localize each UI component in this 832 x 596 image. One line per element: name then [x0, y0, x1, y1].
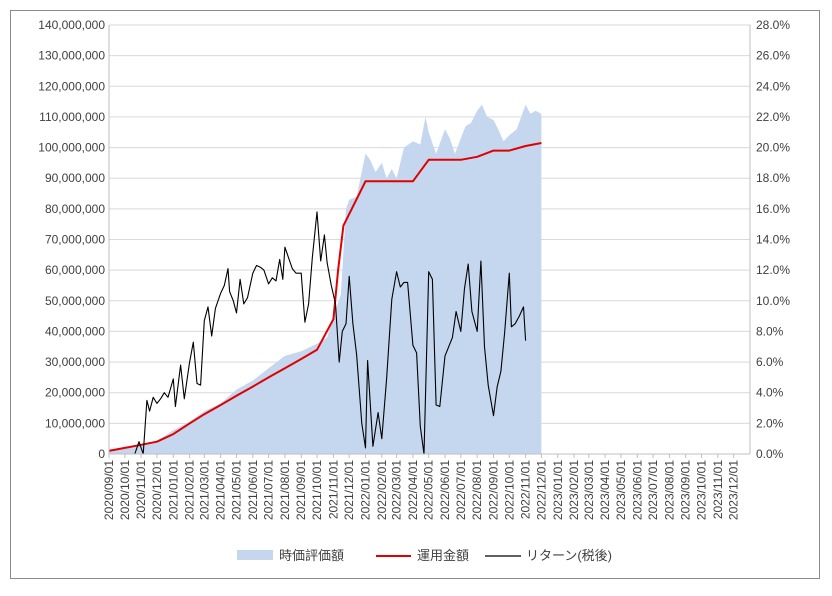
x-tick-label: 2022/09/01: [487, 460, 501, 520]
y-right-tick-label: 14.0%: [756, 233, 790, 247]
y-axis-right-ticks: 0.0% 2.0% 4.0% 6.0% 8.0% 10.0% 12.0% 14.0% 16.0%…: [756, 18, 790, 461]
series-market-value-area: [109, 104, 542, 454]
y-left-tick-label: 60,000,000: [45, 263, 105, 277]
y-axis-left-ticks: 0 10,000,000 20,000,000 30,000,000 40,000,00…: [38, 18, 105, 461]
x-tick-label: 2021/06/01: [246, 460, 260, 520]
x-tick-label: 2021/04/01: [214, 460, 228, 520]
x-tick-label: 2020/10/01: [118, 460, 132, 520]
y-left-tick-label: 70,000,000: [45, 233, 105, 247]
x-tick-label: 2022/01/01: [359, 460, 373, 520]
y-right-tick-label: 28.0%: [756, 18, 790, 32]
x-tick-label: 2023/10/01: [695, 460, 709, 520]
y-left-tick-label: 10,000,000: [45, 416, 105, 430]
x-tick-label: 2023/08/01: [662, 460, 676, 520]
y-left-tick-label: 120,000,000: [38, 79, 105, 93]
x-tick-label: 2023/01/01: [551, 460, 565, 520]
x-tick-label: 2022/08/01: [470, 460, 484, 520]
x-tick-label: 2022/05/01: [422, 460, 436, 520]
series-return-line: [134, 211, 527, 455]
x-tick-label: 2022/06/01: [438, 460, 452, 520]
x-tick-label: 2021/08/01: [278, 460, 292, 520]
x-tick-label: 2020/11/01: [134, 460, 148, 519]
line-invested-amount: [108, 142, 542, 452]
x-tick-label: 2022/10/01: [502, 460, 516, 520]
legend-label-market-value: 時価評価額: [279, 548, 344, 563]
x-tick-label: 2021/07/01: [262, 460, 276, 520]
x-tick-label: 2023/11/01: [711, 460, 725, 519]
chart: 0 10,000,000 20,000,000 30,000,000 40,000,00…: [38, 18, 790, 563]
y-left-tick-label: 130,000,000: [38, 49, 105, 63]
x-tick-label: 2023/03/01: [582, 460, 596, 520]
x-tick-label: 2022/04/01: [406, 460, 420, 520]
area-market-value: [109, 104, 542, 454]
legend-label-invested-amount: 運用金額: [417, 548, 469, 563]
x-tick-label: 2023/07/01: [646, 460, 660, 520]
y-right-tick-label: 20.0%: [756, 141, 790, 155]
legend-label-return: リターン(税後): [526, 548, 612, 563]
x-tick-label: 2021/03/01: [197, 460, 211, 520]
legend: 時価評価額 運用金額 リターン(税後): [237, 548, 612, 563]
x-tick-label: 2022/12/01: [534, 460, 548, 520]
x-tick-label: 2021/02/01: [183, 460, 197, 520]
y-left-tick-label: 110,000,000: [39, 110, 105, 124]
x-tick-label: 2023/12/01: [727, 460, 741, 520]
line-return-after-tax: [134, 211, 527, 455]
x-tick-label: 2021/09/01: [294, 460, 308, 520]
x-tick-label: 2022/02/01: [375, 460, 389, 520]
axes: [108, 25, 751, 455]
y-left-tick-label: 100,000,000: [38, 141, 105, 155]
series-invested-amount-line: [108, 142, 542, 452]
x-tick-label: 2022/07/01: [454, 460, 468, 520]
y-right-tick-label: 18.0%: [756, 171, 790, 185]
y-left-tick-label: 20,000,000: [45, 386, 105, 400]
x-tick-label: 2021/10/01: [310, 460, 324, 520]
x-tick-label: 2022/11/01: [519, 460, 533, 519]
y-right-tick-label: 24.0%: [756, 79, 790, 93]
x-tick-label: 2023/06/01: [630, 460, 644, 520]
x-tick-label: 2023/04/01: [598, 460, 612, 520]
y-left-tick-label: 50,000,000: [45, 294, 105, 308]
y-right-tick-label: 16.0%: [756, 202, 790, 216]
y-right-tick-label: 12.0%: [756, 263, 790, 277]
x-tick-label: 2020/12/01: [150, 460, 164, 520]
x-axis-ticks: 2020/09/01 2020/10/01 2020/11/01 2020/12/01…: [102, 454, 741, 520]
x-tick-label: 2021/01/01: [166, 460, 180, 520]
x-tick-label: 2021/05/01: [230, 460, 244, 520]
y-left-tick-label: 80,000,000: [45, 202, 105, 216]
y-right-tick-label: 2.0%: [756, 416, 784, 430]
y-left-tick-label: 0: [98, 447, 105, 461]
y-right-tick-label: 6.0%: [756, 355, 784, 369]
y-left-tick-label: 40,000,000: [45, 324, 105, 338]
y-right-tick-label: 4.0%: [756, 386, 784, 400]
x-tick-label: 2020/09/01: [102, 460, 116, 520]
y-right-tick-label: 8.0%: [756, 324, 784, 338]
y-right-tick-label: 26.0%: [756, 49, 790, 63]
y-left-tick-label: 140,000,000: [38, 18, 105, 32]
y-left-tick-label: 90,000,000: [45, 171, 105, 185]
x-tick-label: 2023/09/01: [679, 460, 693, 520]
chart-frame: 0 10,000,000 20,000,000 30,000,000 40,000,00…: [10, 10, 820, 579]
x-tick-label: 2023/02/01: [567, 460, 581, 520]
legend-swatch-market-value: [237, 550, 273, 560]
y-right-tick-label: 0.0%: [756, 447, 784, 461]
x-tick-label: 2022/03/01: [390, 460, 404, 520]
x-tick-label: 2021/12/01: [342, 460, 356, 520]
x-tick-label: 2021/11/01: [326, 460, 340, 519]
x-tick-label: 2023/05/01: [614, 460, 628, 520]
y-left-tick-label: 30,000,000: [45, 355, 105, 369]
y-right-tick-label: 10.0%: [756, 294, 790, 308]
y-right-tick-label: 22.0%: [756, 110, 790, 124]
